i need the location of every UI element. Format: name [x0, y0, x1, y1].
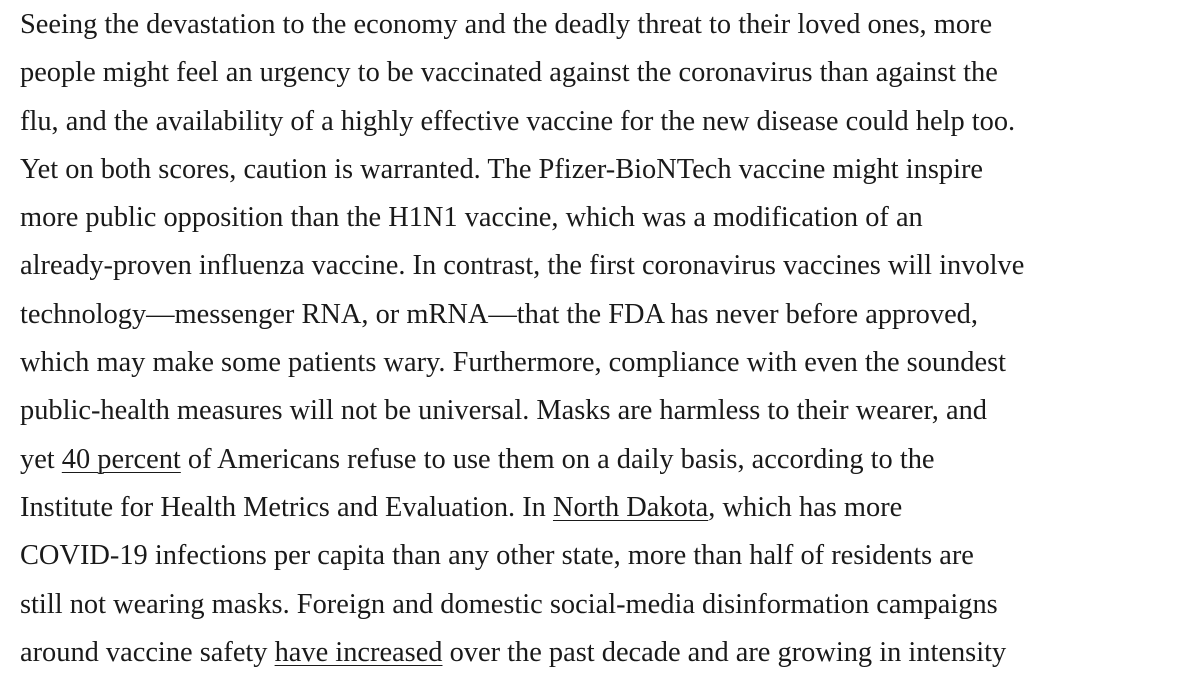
text-segment: flu, and the availability of a highly ef…	[20, 105, 1016, 137]
text-line: Institute for Health Metrics and Evaluat…	[20, 484, 1195, 532]
text-line: technology—messenger RNA, or mRNA—that t…	[20, 291, 1195, 339]
text-segment: yet	[20, 443, 62, 475]
text-line: already-proven influenza vaccine. In con…	[20, 242, 1195, 290]
text-line: COVID-19 infections per capita than any …	[20, 532, 1195, 580]
text-segment: COVID-19 infections per capita than any …	[20, 540, 974, 572]
text-segment: Yet on both scores, caution is warranted…	[20, 153, 984, 185]
text-segment: Seeing the devastation to the economy an…	[20, 9, 993, 40]
inline-link[interactable]: North Dakota	[552, 491, 709, 523]
text-line: still not wearing masks. Foreign and dom…	[20, 581, 1195, 629]
text-segment: of Americans refuse to use them on a dai…	[180, 443, 935, 475]
inline-link[interactable]: have increased	[274, 636, 443, 668]
text-segment: , which has more	[708, 491, 903, 523]
text-line: around vaccine safety have increased ove…	[20, 629, 1195, 677]
text-segment: more public opposition than the H1N1 vac…	[20, 202, 923, 234]
text-line: flu, and the availability of a highly ef…	[20, 98, 1195, 146]
text-line: which may make some patients wary. Furth…	[20, 339, 1195, 387]
text-segment: which may make some patients wary. Furth…	[20, 347, 1007, 379]
text-segment: public-health measures will not be unive…	[20, 395, 987, 427]
text-line: yet 40 percent of Americans refuse to us…	[20, 436, 1195, 484]
text-segment: over the past decade and are growing in …	[442, 636, 1007, 668]
text-segment: already-proven influenza vaccine. In con…	[20, 250, 1025, 282]
text-segment: around vaccine safety	[20, 636, 275, 668]
text-line: public-health measures will not be unive…	[20, 387, 1195, 435]
text-line: people might feel an urgency to be vacci…	[20, 49, 1195, 97]
text-segment: technology—messenger RNA, or mRNA—that t…	[20, 298, 978, 330]
article-body: Seeing the devastation to the economy an…	[20, 0, 1195, 677]
text-line: Yet on both scores, caution is warranted…	[20, 146, 1195, 194]
article-paragraph: Seeing the devastation to the economy an…	[20, 1, 1195, 677]
text-line: Seeing the devastation to the economy an…	[20, 1, 1195, 49]
text-segment: Institute for Health Metrics and Evaluat…	[20, 491, 553, 523]
text-segment: still not wearing masks. Foreign and dom…	[20, 588, 998, 620]
text-segment: people might feel an urgency to be vacci…	[20, 57, 998, 89]
text-line: more public opposition than the H1N1 vac…	[20, 194, 1195, 242]
inline-link[interactable]: 40 percent	[61, 443, 181, 475]
